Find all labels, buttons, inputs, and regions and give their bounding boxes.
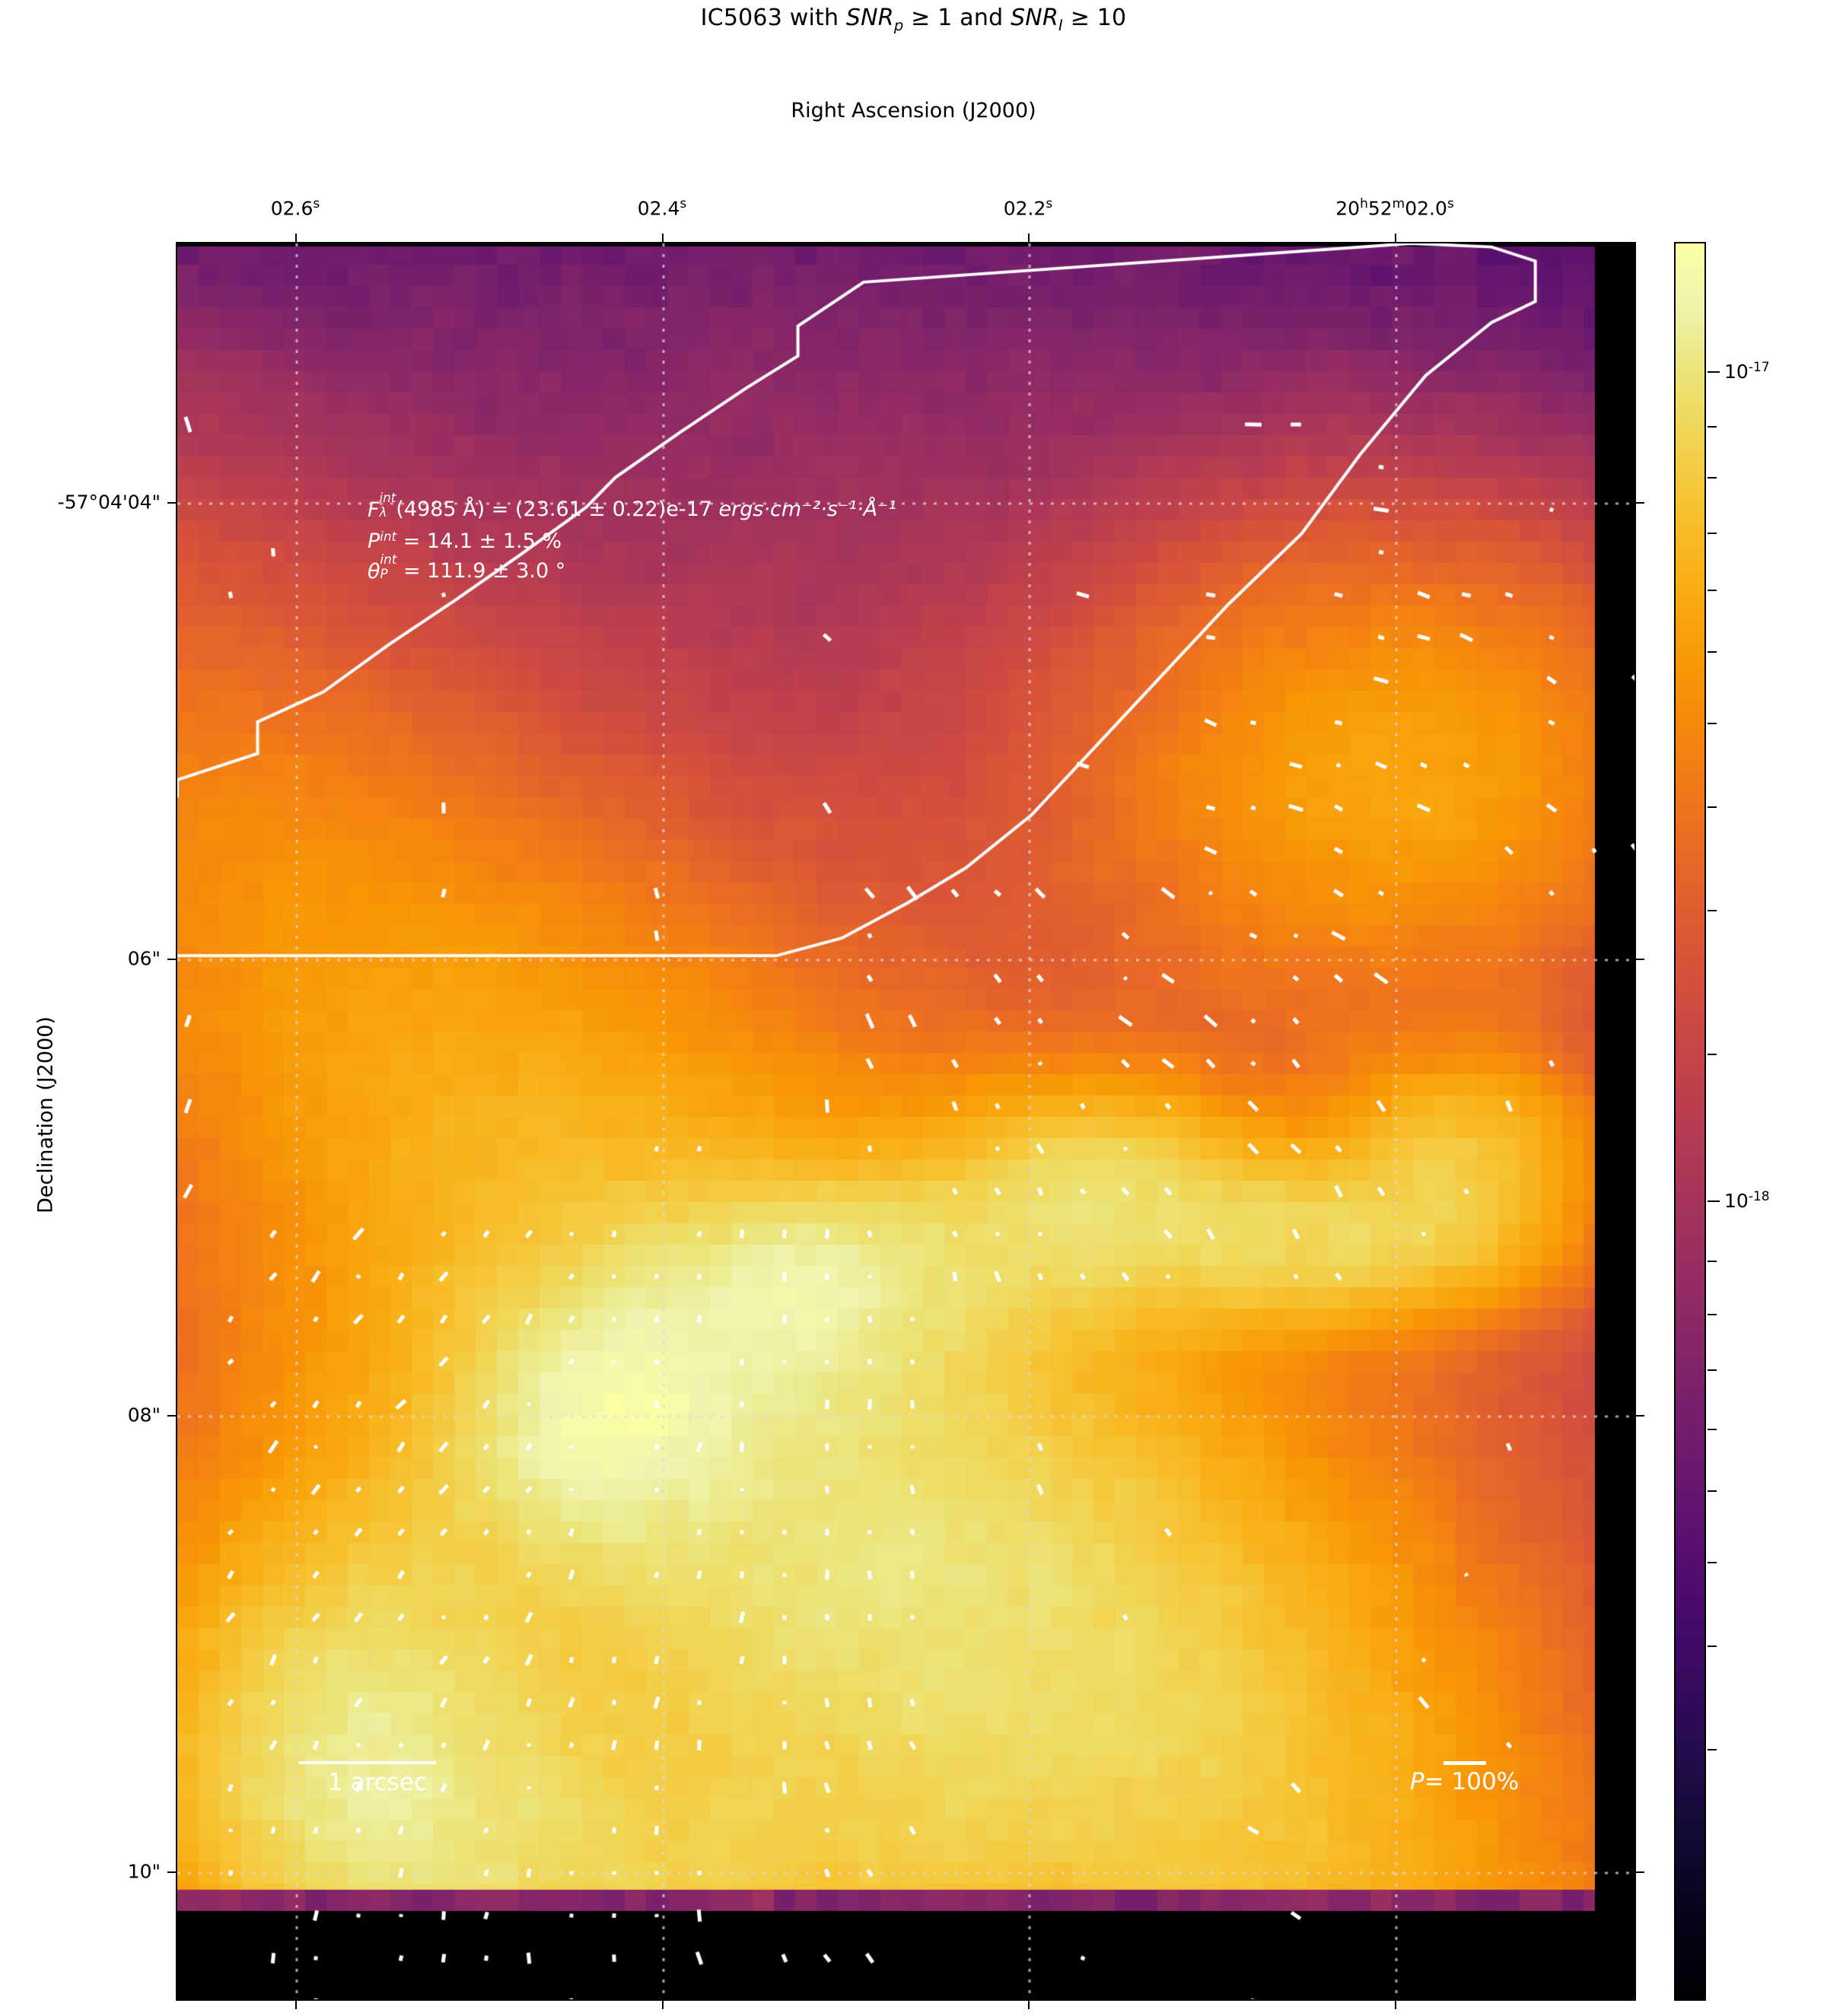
- polarization-scalebar-label: P= 100%: [1410, 1768, 1520, 1795]
- flux-value: (4985 Å) = (23.61 ± 0.22)e-17: [396, 498, 719, 521]
- colorbar-tick-mark: [1708, 371, 1720, 373]
- y-tick-label: -57°04'04": [57, 491, 161, 514]
- y-tick-label: 08": [127, 1404, 161, 1426]
- x-tick-mark: [295, 234, 297, 242]
- angular-scalebar: 1 arcsec: [299, 1761, 436, 1796]
- colorbar-tick-label: 10-18: [1724, 1188, 1770, 1213]
- colorbar-minor-tick: [1708, 1490, 1717, 1492]
- colorbar-tick-mark: [1708, 1200, 1720, 1202]
- angle-value: = 111.9 ± 3.0 °: [396, 558, 566, 583]
- annotation-flux: Fintλint(4985 Å) = (23.61 ± 0.22)e-17 er…: [368, 490, 897, 526]
- y-tick-mark: [1636, 502, 1644, 504]
- x-tick-label: 02.2s: [1003, 196, 1053, 220]
- colorbar-minor-tick: [1708, 426, 1717, 428]
- colorbar-minor-tick: [1708, 1749, 1717, 1750]
- sky-image-plot[interactable]: Fintλint(4985 Å) = (23.61 ± 0.22)e-17 er…: [176, 242, 1636, 2001]
- polarization-scalebar-line: [1443, 1761, 1486, 1765]
- colorbar-minor-tick: [1708, 1314, 1717, 1315]
- colorbar-minor-tick: [1708, 1646, 1717, 1647]
- figure-title: IC5063 with SNRp ≥ 1 and SNRI ≥ 10: [0, 5, 1827, 34]
- colorbar-minor-tick: [1708, 910, 1717, 911]
- x-axis-label: Right Ascension (J2000): [791, 99, 1036, 122]
- angle-symbol: θintPint: [368, 552, 397, 584]
- y-axis-label: Declination (J2000): [33, 1016, 58, 1213]
- y-tick-mark: [1636, 1415, 1644, 1417]
- colorbar-minor-tick: [1708, 1369, 1717, 1371]
- x-tick-label: 20h52m02.0s: [1335, 196, 1454, 220]
- y-tick-label: 10": [127, 1860, 161, 1883]
- x-tick-mark: [662, 234, 664, 242]
- colorbar-minor-tick: [1708, 806, 1717, 808]
- x-tick-mark: [1395, 234, 1396, 242]
- colorbar: [1674, 242, 1706, 2001]
- scalebar-label: 1 arcsec: [328, 1769, 427, 1796]
- colorbar-minor-tick: [1708, 1054, 1717, 1055]
- colorbar-minor-tick: [1708, 1562, 1717, 1563]
- x-tick-mark: [1395, 2001, 1396, 2009]
- y-tick-mark: [1636, 1871, 1644, 1873]
- colorbar-minor-tick: [1708, 533, 1717, 534]
- x-tick-mark: [295, 2001, 297, 2009]
- scalebar-line: [299, 1761, 436, 1764]
- pol-symbol: Pint: [368, 528, 397, 553]
- colorbar-tick-label: 10-17: [1724, 359, 1770, 383]
- title-snr-i: SNRI: [1011, 5, 1063, 34]
- measurement-annotations: Fintλint(4985 Å) = (23.61 ± 0.22)e-17 er…: [368, 490, 897, 588]
- x-tick-label: 02.6s: [270, 196, 320, 220]
- y-tick-mark: [167, 1415, 176, 1417]
- title-middle: and: [952, 5, 1011, 31]
- y-tick-mark: [167, 959, 176, 960]
- sky-image-canvas: [177, 243, 1634, 1999]
- colorbar-minor-tick: [1708, 477, 1717, 479]
- annotation-angle: θintPint = 111.9 ± 3.0 °: [368, 552, 896, 588]
- y-tick-mark: [167, 1871, 176, 1873]
- y-tick-mark: [1636, 959, 1644, 960]
- x-tick-mark: [662, 2001, 664, 2009]
- y-tick-label: 06": [127, 947, 161, 970]
- polarization-scalebar: P= 100%: [1410, 1761, 1519, 1795]
- annotation-polarization: Pint = 14.1 ± 1.5 %: [368, 526, 896, 556]
- colorbar-minor-tick: [1708, 1261, 1717, 1262]
- title-rel-2: ≥ 10: [1062, 5, 1127, 31]
- flux-symbol: Fintλint: [368, 490, 396, 523]
- colorbar-minor-tick: [1708, 651, 1717, 653]
- x-tick-label: 02.4s: [637, 196, 687, 220]
- x-tick-mark: [1028, 2001, 1030, 2009]
- colorbar-gradient: [1676, 243, 1704, 1999]
- title-snr-p: SNRp: [845, 5, 904, 34]
- colorbar-minor-tick: [1708, 723, 1717, 724]
- y-tick-mark: [167, 502, 176, 504]
- title-rel-1: ≥ 1: [903, 5, 953, 31]
- colorbar-minor-tick: [1708, 1429, 1717, 1430]
- flux-units: ergs·cm⁻²·s⁻¹·Å⁻¹: [718, 498, 897, 521]
- colorbar-minor-tick: [1708, 590, 1717, 591]
- x-tick-mark: [1028, 234, 1030, 242]
- pol-value: = 14.1 ± 1.5 %: [396, 529, 562, 553]
- title-prefix: IC5063 with: [700, 5, 846, 31]
